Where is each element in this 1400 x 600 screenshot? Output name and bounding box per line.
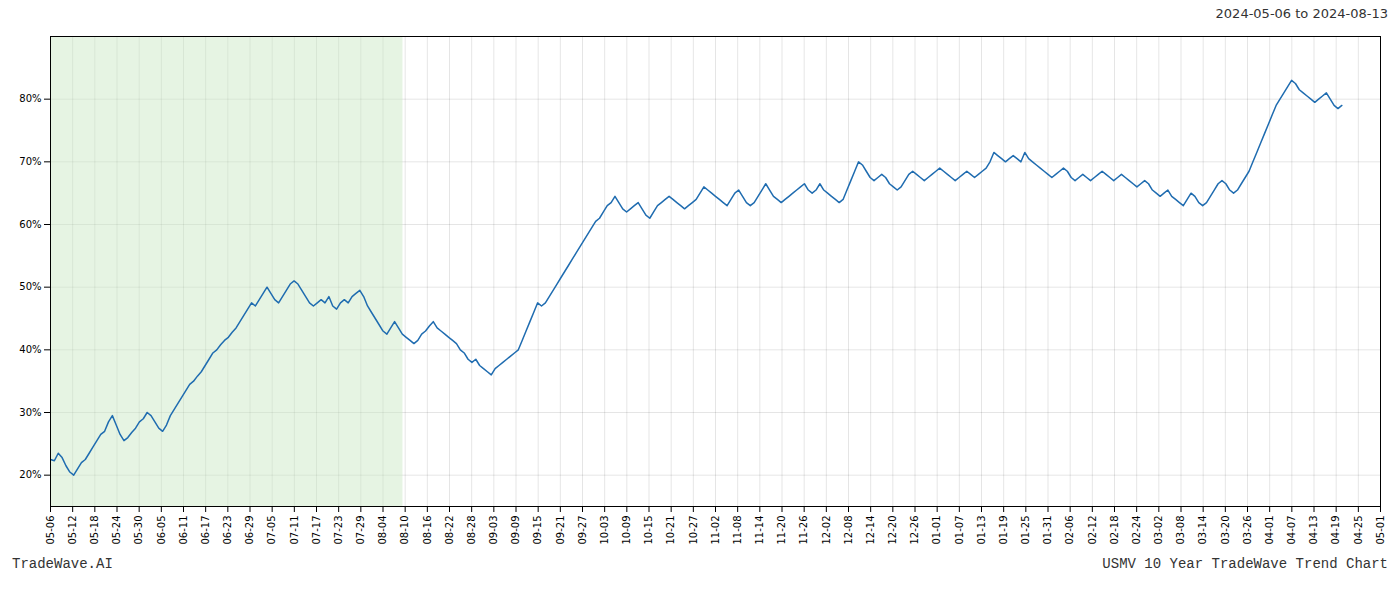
svg-text:40%: 40%: [19, 344, 41, 355]
svg-text:01-25: 01-25: [1020, 516, 1031, 545]
svg-text:11-20: 11-20: [776, 516, 787, 545]
svg-text:12-20: 12-20: [887, 516, 898, 545]
svg-text:50%: 50%: [19, 281, 41, 292]
svg-text:01-01: 01-01: [931, 516, 942, 545]
svg-text:12-02: 12-02: [821, 516, 832, 545]
svg-text:30%: 30%: [19, 407, 41, 418]
svg-text:12-08: 12-08: [843, 516, 854, 545]
svg-text:04-19: 04-19: [1330, 516, 1341, 545]
svg-text:08-10: 08-10: [399, 516, 410, 545]
svg-text:01-07: 01-07: [954, 516, 965, 545]
svg-text:02-24: 02-24: [1131, 516, 1142, 545]
svg-text:70%: 70%: [19, 156, 41, 167]
html-text:USMV 10 Year TradeWave Trend C: USMV 10 Year TradeWave Trend Chart: [1102, 556, 1388, 572]
svg-text:06-23: 06-23: [222, 516, 233, 545]
svg-text:04-07: 04-07: [1286, 516, 1297, 545]
svg-text:05-12: 05-12: [67, 516, 78, 545]
svg-text:07-23: 07-23: [333, 516, 344, 545]
html-text:2024-05-06 to 2024-08-13: 2024-05-06 to 2024-08-13: [1215, 6, 1388, 21]
svg-text:07-17: 07-17: [311, 516, 322, 545]
svg-text:05-06: 05-06: [45, 516, 56, 545]
svg-text:10-15: 10-15: [643, 516, 654, 545]
svg-text:07-11: 07-11: [289, 516, 300, 545]
svg-text:11-14: 11-14: [754, 516, 765, 545]
svg-text:03-20: 03-20: [1220, 516, 1231, 545]
svg-text:06-17: 06-17: [200, 516, 211, 545]
svg-text:03-14: 03-14: [1197, 516, 1208, 545]
svg-text:09-09: 09-09: [510, 516, 521, 545]
svg-text:06-11: 06-11: [178, 516, 189, 545]
svg-text:12-14: 12-14: [865, 516, 876, 545]
svg-text:03-08: 03-08: [1175, 516, 1186, 545]
svg-text:09-15: 09-15: [532, 516, 543, 545]
svg-text:20%: 20%: [19, 469, 41, 480]
html-text:TradeWave.AI: TradeWave.AI: [12, 556, 113, 572]
svg-text:08-04: 08-04: [377, 516, 388, 545]
svg-text:05-24: 05-24: [111, 516, 122, 545]
svg-text:05-30: 05-30: [133, 516, 144, 545]
svg-text:07-29: 07-29: [355, 516, 366, 545]
svg-text:08-16: 08-16: [422, 516, 433, 545]
svg-text:09-27: 09-27: [577, 516, 588, 545]
svg-text:01-19: 01-19: [998, 516, 1009, 545]
svg-text:08-22: 08-22: [444, 516, 455, 545]
svg-text:04-25: 04-25: [1353, 516, 1364, 545]
svg-text:01-31: 01-31: [1042, 516, 1053, 545]
svg-text:05-01: 05-01: [1375, 516, 1386, 545]
svg-text:04-01: 04-01: [1264, 516, 1275, 545]
svg-text:05-18: 05-18: [89, 516, 100, 545]
svg-text:09-03: 09-03: [488, 516, 499, 545]
svg-text:08-28: 08-28: [466, 516, 477, 545]
svg-text:01-13: 01-13: [976, 516, 987, 545]
svg-text:07-05: 07-05: [266, 516, 277, 545]
svg-text:10-09: 10-09: [621, 516, 632, 545]
svg-text:02-12: 02-12: [1087, 516, 1098, 545]
svg-text:12-26: 12-26: [909, 516, 920, 545]
svg-text:80%: 80%: [19, 93, 41, 104]
svg-text:11-02: 11-02: [710, 516, 721, 545]
svg-text:02-06: 02-06: [1064, 516, 1075, 545]
svg-text:60%: 60%: [19, 219, 41, 230]
svg-text:11-08: 11-08: [732, 516, 743, 545]
svg-text:11-26: 11-26: [798, 516, 809, 545]
svg-text:06-05: 06-05: [156, 516, 167, 545]
svg-text:09-21: 09-21: [555, 516, 566, 545]
svg-text:02-18: 02-18: [1109, 516, 1120, 545]
svg-text:04-13: 04-13: [1308, 516, 1319, 545]
svg-text:06-29: 06-29: [244, 516, 255, 545]
svg-text:03-02: 03-02: [1153, 516, 1164, 545]
svg-text:10-03: 10-03: [599, 516, 610, 545]
svg-text:10-27: 10-27: [688, 516, 699, 545]
svg-text:10-21: 10-21: [665, 516, 676, 545]
svg-text:03-26: 03-26: [1242, 516, 1253, 545]
